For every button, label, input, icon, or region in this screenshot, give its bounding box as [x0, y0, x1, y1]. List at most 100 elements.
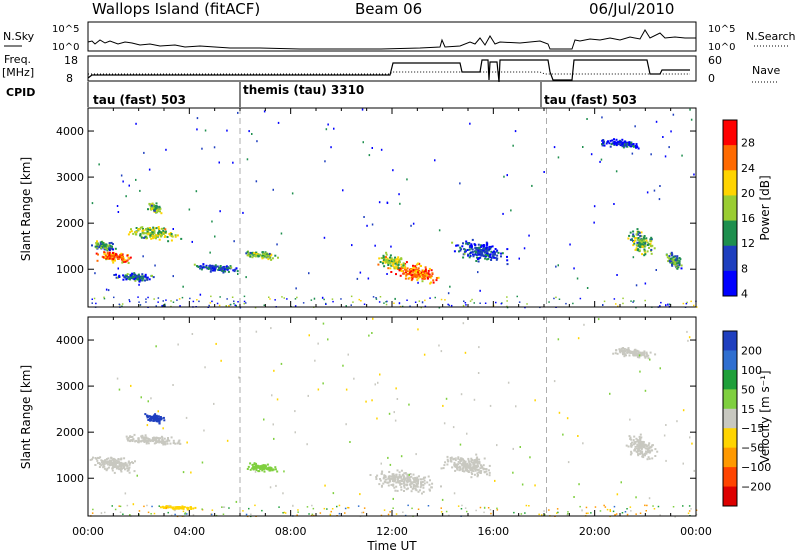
- data-cell: [632, 439, 635, 442]
- data-cell: [181, 507, 184, 510]
- data-cell: [636, 356, 639, 359]
- data-cell: [163, 227, 166, 230]
- data-cell: [102, 256, 105, 259]
- data-cell: [642, 456, 645, 459]
- data-cell: [442, 467, 445, 470]
- data-cell: [487, 469, 490, 472]
- data-cell: [628, 141, 631, 144]
- data-cell: [398, 480, 401, 483]
- data-cell: [382, 256, 385, 259]
- data-cell: [469, 251, 472, 254]
- data-cell: [656, 450, 659, 453]
- data-cell: [176, 234, 179, 237]
- data-cell: [118, 274, 121, 277]
- data-cell: [381, 470, 384, 473]
- data-cell: [417, 482, 419, 485]
- noise-cell: [172, 301, 175, 303]
- data-cell: [103, 245, 106, 248]
- data-cell: [453, 250, 456, 253]
- data-cell: [164, 228, 167, 231]
- data-cell: [157, 231, 160, 234]
- sparse-cell: [324, 160, 326, 163]
- sparse-cell: [226, 439, 229, 442]
- data-cell: [265, 254, 268, 257]
- data-cell: [475, 464, 478, 467]
- sparse-cell: [469, 122, 471, 125]
- data-cell: [671, 263, 673, 266]
- sparse-cell: [655, 269, 657, 271]
- power-colorbar-swatch: [723, 220, 737, 247]
- data-cell: [152, 203, 155, 206]
- noise-cell: [248, 507, 250, 510]
- data-cell: [471, 248, 474, 251]
- sparse-cell: [510, 209, 512, 212]
- data-cell: [120, 257, 123, 260]
- data-cell: [262, 464, 265, 467]
- data-cell: [421, 271, 424, 274]
- sparse-cell: [155, 345, 157, 348]
- data-cell: [147, 228, 150, 231]
- data-cell: [107, 463, 110, 466]
- data-cell: [645, 452, 648, 455]
- data-cell: [163, 419, 166, 422]
- noise-cell: [119, 505, 122, 508]
- data-cell: [144, 235, 147, 238]
- data-cell: [227, 267, 230, 270]
- data-cell: [636, 354, 639, 357]
- data-cell: [119, 463, 122, 466]
- data-cell: [415, 276, 418, 279]
- sparse-cell: [440, 350, 443, 353]
- sparse-cell: [148, 168, 151, 171]
- data-cell: [121, 464, 123, 467]
- data-cell: [427, 272, 430, 275]
- data-cell: [480, 466, 483, 469]
- data-cell: [137, 273, 140, 276]
- data-cell: [154, 207, 157, 210]
- data-cell: [460, 248, 463, 251]
- data-cell: [143, 232, 146, 235]
- freq-unit: [MHz]: [2, 66, 34, 79]
- data-cell: [119, 465, 122, 468]
- data-cell: [122, 258, 125, 261]
- data-cell: [217, 268, 220, 271]
- noise-cell: [91, 302, 93, 304]
- data-cell: [141, 273, 144, 276]
- data-cell: [471, 468, 473, 471]
- data-cell: [629, 231, 632, 234]
- sparse-cell: [466, 432, 468, 435]
- data-cell: [676, 264, 679, 267]
- data-cell: [153, 415, 156, 418]
- data-cell: [643, 352, 646, 354]
- sparse-cell: [690, 118, 693, 121]
- data-cell: [384, 478, 387, 481]
- noise-cell: [311, 513, 314, 516]
- sparse-cell: [362, 141, 364, 144]
- noise-cell: [407, 504, 409, 507]
- data-cell: [410, 274, 413, 277]
- data-cell: [114, 464, 117, 467]
- noise-cell: [93, 297, 96, 300]
- data-cell: [406, 473, 409, 476]
- data-cell: [178, 442, 181, 445]
- data-cell: [104, 254, 107, 257]
- data-cell: [635, 437, 638, 440]
- data-cell: [500, 255, 502, 258]
- noise-cell: [434, 296, 436, 299]
- noise-cell: [500, 302, 503, 305]
- data-cell: [462, 461, 465, 464]
- data-cell: [403, 484, 406, 487]
- noise-cell: [326, 508, 328, 510]
- sparse-cell: [252, 465, 254, 468]
- sparse-cell: [615, 170, 618, 173]
- data-cell: [178, 507, 181, 509]
- sparse-cell: [387, 456, 389, 459]
- noise-cell: [448, 304, 450, 307]
- sparse-cell: [412, 222, 415, 225]
- data-cell: [186, 506, 189, 509]
- sparse-cell: [313, 297, 316, 300]
- sparse-cell: [659, 185, 661, 187]
- data-cell: [104, 461, 107, 464]
- data-cell: [415, 269, 418, 272]
- data-cell: [474, 465, 477, 468]
- data-cell: [170, 506, 173, 509]
